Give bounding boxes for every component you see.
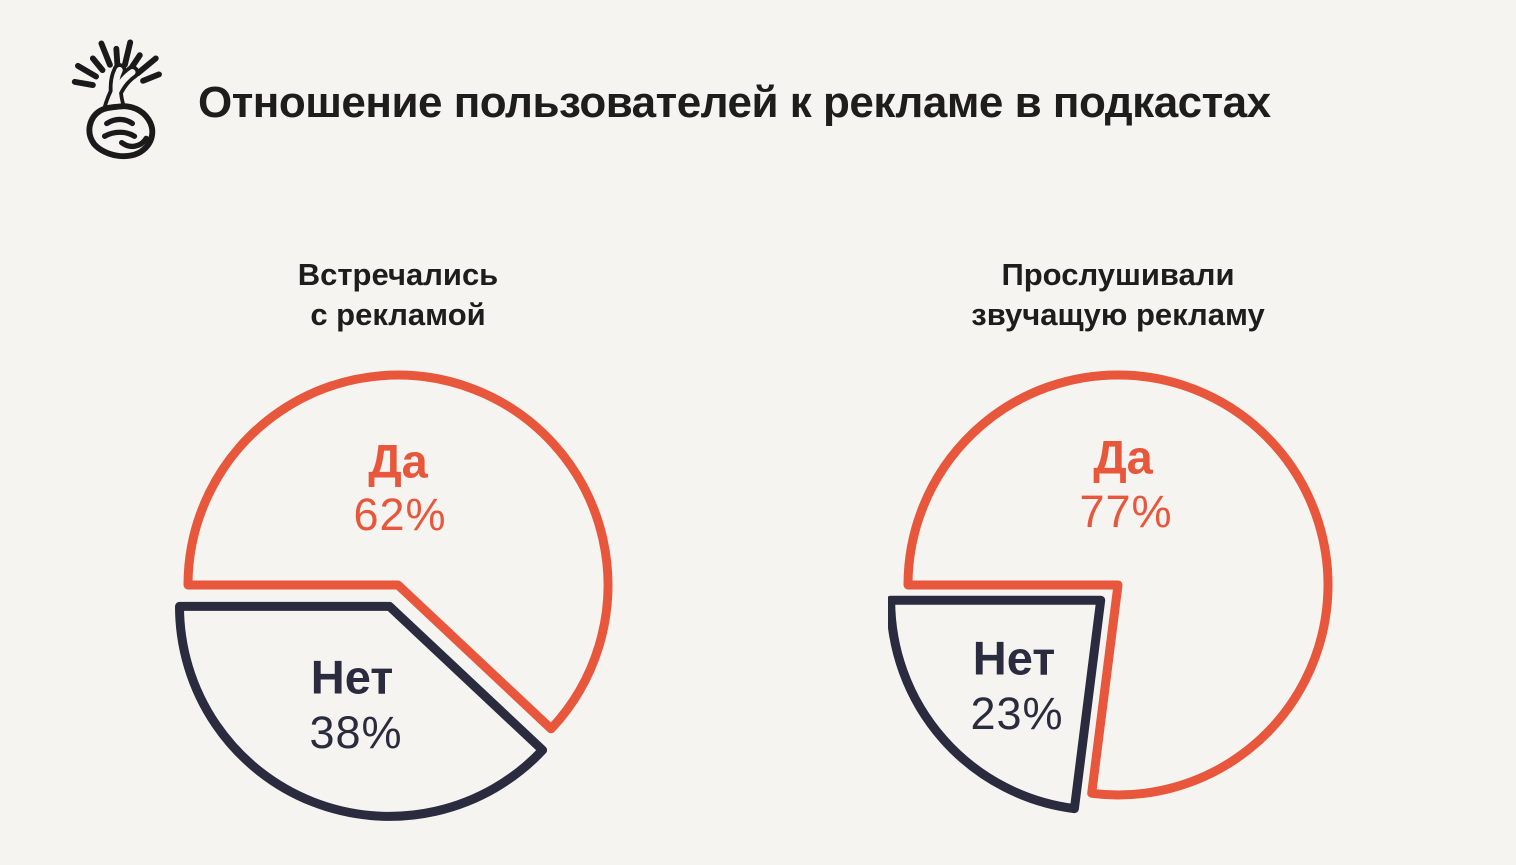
slice-label-no: Нет [310, 650, 394, 704]
pie-slice-yes [183, 370, 613, 734]
fist [86, 103, 156, 160]
slice-label-no: Нет [972, 631, 1056, 685]
pie-chart-right: Да 77% Нет 23% [888, 348, 1358, 848]
chart-title-line: звучащую рекламу [971, 297, 1265, 332]
chart-title-line: с рекламой [310, 297, 486, 332]
pie-chart-left: Да 62% Нет 38% [168, 348, 638, 848]
slice-value-no: 38% [309, 707, 403, 758]
pie-svg-left [175, 370, 613, 821]
chart-title-right: Прослушивали звучащую рекламу [888, 255, 1348, 335]
pie-slice-no [175, 601, 548, 821]
slice-value-no: 23% [970, 688, 1064, 739]
pie-svg-right [888, 370, 1333, 814]
chart-title-line: Прослушивали [1001, 257, 1235, 292]
slice-value-yes: 62% [353, 489, 447, 540]
slice-value-yes: 77% [1079, 486, 1173, 537]
slice-label-yes: Да [1093, 430, 1153, 484]
page-title: Отношение пользователей к рекламе в подк… [198, 78, 1271, 127]
slice-label-yes: Да [368, 434, 428, 488]
chart-title-left: Встречались с рекламой [168, 255, 628, 335]
chart-title-line: Встречались [297, 257, 499, 292]
pie-slice-no [888, 595, 1106, 814]
pie-slice-yes [903, 370, 1333, 800]
fingers-crossed-icon [71, 39, 162, 160]
